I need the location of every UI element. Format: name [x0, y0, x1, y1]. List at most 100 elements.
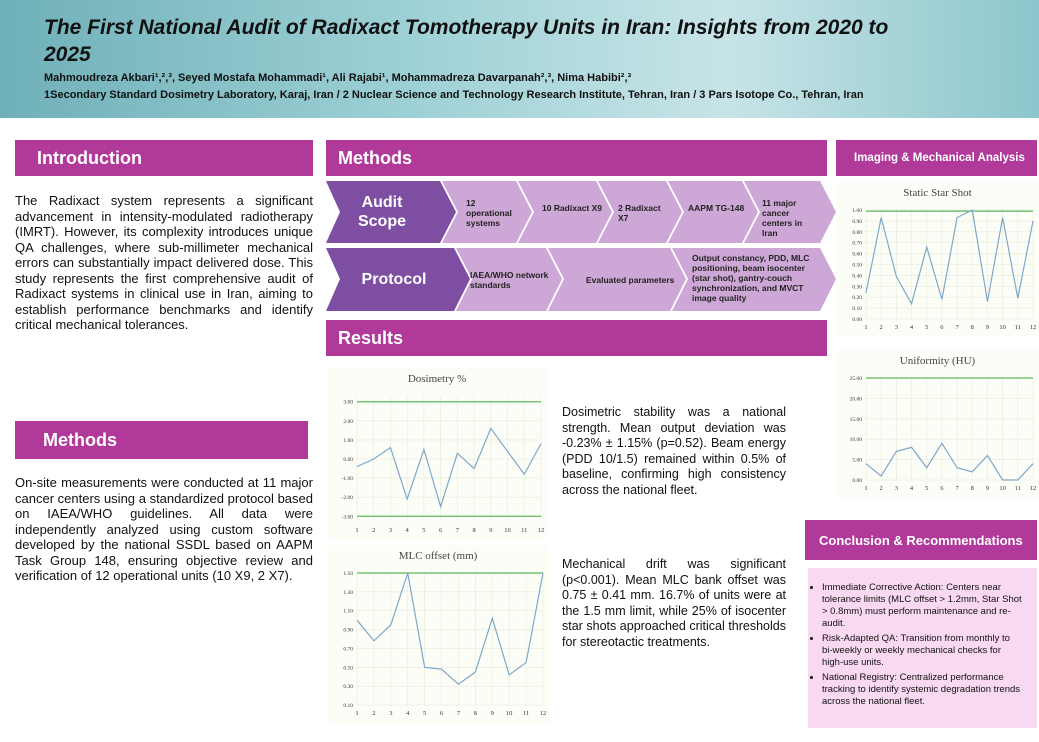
x-tick-label: 10	[504, 527, 511, 534]
x-tick-label: 9	[986, 485, 989, 492]
y-tick-label: 10.00	[850, 437, 863, 443]
y-tick-label: 1.10	[343, 609, 353, 615]
x-tick-label: 4	[910, 324, 914, 331]
y-tick-label: 0.00	[343, 457, 353, 463]
step: Output constancy, PDD, MLC positioning, …	[692, 253, 810, 303]
x-tick-label: 11	[1015, 485, 1021, 492]
header-band	[0, 0, 1039, 118]
process-diagram	[326, 181, 836, 311]
x-tick-label: 4	[406, 710, 410, 717]
x-tick-label: 10	[999, 485, 1006, 492]
plot-bg	[836, 350, 1039, 498]
chevron	[326, 181, 456, 243]
section-heading: Results	[326, 320, 827, 356]
x-tick-label: 5	[423, 710, 426, 717]
chart: Dosimetry % 3.00 2.00 1.00 0.00 -1.00 -2.00 -3.…	[327, 368, 547, 540]
section-heading: Imaging & Mechanical Analysis	[836, 140, 1037, 176]
x-tick-label: 4	[910, 485, 914, 492]
x-tick-label: 2	[372, 710, 375, 717]
x-tick-label: 10	[999, 324, 1006, 331]
step: IAEA/WHO network standards	[470, 270, 549, 290]
step: 10 Radixact X9	[542, 203, 603, 213]
y-tick-label: 1.50	[343, 571, 353, 577]
row-label: Audit Scope	[357, 194, 406, 230]
x-tick-label: 6	[940, 324, 944, 331]
conclusion-item: Immediate Corrective Action: Centers nea…	[822, 582, 1022, 630]
chevron	[518, 181, 612, 243]
y-tick-label: 0.30	[343, 684, 353, 690]
x-tick-label: 5	[925, 324, 928, 331]
y-tick-label: 0.70	[852, 241, 862, 247]
x-tick-label: 12	[540, 710, 547, 717]
y-tick-label: 1.30	[343, 590, 353, 596]
x-tick-label: 11	[521, 527, 527, 534]
x-tick-label: 3	[895, 485, 898, 492]
x-tick-label: 10	[506, 710, 513, 717]
x-tick-label: 1	[864, 485, 867, 492]
chart-title: Dosimetry %	[408, 373, 466, 385]
y-tick-label: 0.20	[852, 295, 862, 301]
x-tick-label: 2	[880, 485, 883, 492]
row-label: Protocol	[361, 271, 427, 288]
result-text: Dosimetric stability was a national stre…	[562, 405, 786, 497]
data-line	[865, 209, 1034, 306]
chevron	[598, 181, 682, 243]
conclusion-item: National Registry: Centralized performan…	[822, 672, 1022, 708]
chart-title: MLC offset (mm)	[399, 550, 478, 562]
data-line	[865, 442, 1034, 481]
y-tick-label: 1.00	[343, 438, 353, 444]
y-tick-label: 0.00	[852, 317, 862, 323]
y-tick-label: 0.70	[343, 646, 353, 652]
y-tick-label: 0.90	[343, 628, 353, 634]
x-tick-label: 9	[986, 324, 989, 331]
step: 11 major cancer centers in Iran	[762, 198, 803, 238]
x-tick-label: 2	[880, 324, 883, 331]
y-tick-label: 15.00	[850, 417, 863, 423]
step: Evaluated parameters	[586, 275, 675, 285]
y-tick-label: -3.00	[342, 514, 354, 520]
y-tick-label: 20.00	[850, 396, 863, 402]
chevron	[672, 248, 836, 311]
data-line	[356, 427, 542, 509]
x-tick-label: 4	[406, 527, 410, 534]
chevron	[326, 248, 470, 311]
chevron	[442, 181, 532, 243]
y-tick-label: 0.90	[852, 219, 862, 225]
result-text: Mechanical drift was significant (p<0.00…	[562, 557, 786, 649]
methods-text: On-site measurements were conducted at 1…	[15, 475, 313, 583]
x-tick-label: 3	[895, 324, 898, 331]
intro-text: The Radixact system represents a signifi…	[15, 193, 313, 332]
x-tick-label: 1	[355, 527, 358, 534]
x-tick-label: 7	[457, 710, 461, 717]
x-tick-label: 6	[940, 485, 944, 492]
x-tick-label: 8	[971, 485, 974, 492]
section-heading: Introduction	[15, 140, 313, 176]
plot-bg	[327, 368, 547, 540]
chart-title: Static Star Shot	[903, 187, 971, 199]
data-line	[356, 572, 544, 686]
x-tick-label: 7	[955, 324, 959, 331]
step: AAPM TG-148	[688, 203, 745, 213]
y-tick-label: 0.40	[852, 273, 862, 279]
y-tick-label: 1.00	[852, 208, 862, 214]
x-tick-label: 12	[1030, 324, 1037, 331]
authors: Mahmoudreza Akbari¹,²,³, Seyed Mostafa M…	[44, 72, 632, 84]
y-tick-label: 0.00	[852, 478, 862, 484]
x-tick-label: 2	[372, 527, 375, 534]
chevron	[548, 248, 686, 311]
x-tick-label: 12	[1030, 485, 1037, 492]
y-tick-label: 5.00	[852, 458, 862, 464]
x-tick-label: 8	[971, 324, 974, 331]
section-heading: Methods	[15, 421, 308, 459]
chart-title: Uniformity (HU)	[900, 355, 976, 367]
x-tick-label: 11	[523, 710, 529, 717]
conclusion-item: Risk-Adapted QA: Transition from monthly…	[822, 633, 1022, 669]
y-tick-label: 0.30	[852, 284, 862, 290]
y-tick-label: -2.00	[342, 495, 354, 501]
step: 12 operational systems	[466, 198, 512, 228]
x-tick-label: 9	[489, 527, 492, 534]
y-tick-label: 2.00	[343, 419, 353, 425]
chevron	[668, 181, 758, 243]
y-tick-label: -1.00	[342, 476, 354, 482]
